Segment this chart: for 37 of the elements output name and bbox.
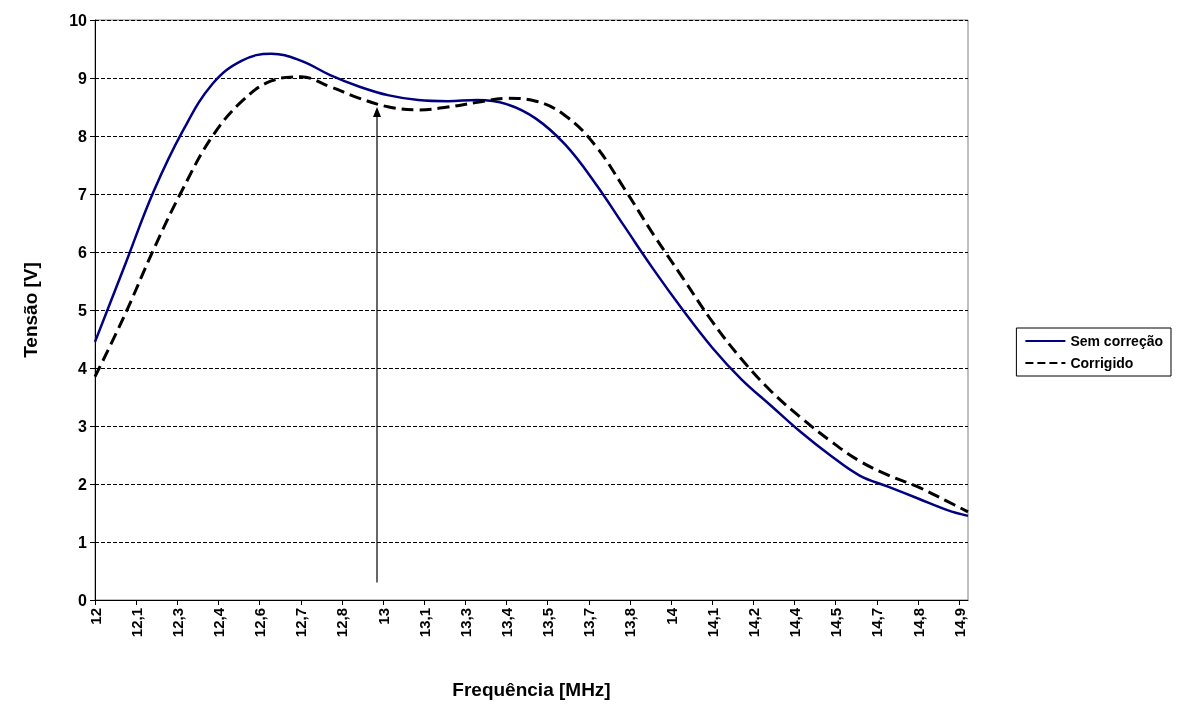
x-tick-label: 14,4 [786,607,804,638]
x-tick-label: 12,3 [168,608,186,638]
x-tick-label: 13,3 [456,608,474,638]
x-tick-label: 13,4 [498,607,516,638]
y-tick-label: 4 [78,359,88,377]
y-axis-title: Tensão [V] [20,262,41,358]
y-tick-label: 2 [78,475,88,493]
x-tick-label: 14,5 [827,608,845,638]
y-tick-label: 1 [78,533,88,551]
y-tick-label: 5 [78,301,88,319]
y-tick-label: 8 [78,127,88,145]
x-tick-label: 14,8 [909,608,927,638]
x-tick-label: 13,5 [539,608,557,638]
y-tick-label: 9 [78,69,88,87]
x-axis-title: Frequência [MHz] [452,679,611,700]
y-tick-label: 3 [78,417,88,435]
x-tick-label: 12,8 [333,608,351,638]
legend-label: Corrigido [1070,355,1134,371]
y-tick-label: 7 [78,185,88,203]
y-tick-label: 6 [78,243,88,261]
x-tick-label: 13 [374,608,392,625]
x-tick-label: 14,1 [703,608,721,638]
y-tick-label: 10 [69,11,88,29]
legend-label: Sem correção [1070,333,1163,349]
x-tick-label: 14,7 [868,608,886,638]
x-tick-label: 14 [662,607,680,625]
x-tick-label: 13,7 [580,608,598,638]
x-tick-label: 12,1 [127,608,145,638]
x-tick-label: 13,8 [621,608,639,638]
y-tick-label: 0 [78,591,88,609]
x-tick-label: 12,4 [209,607,227,638]
x-tick-label: 12,6 [251,608,269,638]
x-tick-label: 14,9 [950,608,968,638]
x-tick-label: 14,2 [744,608,762,638]
x-tick-label: 12,7 [292,608,310,638]
x-tick-label: 12 [86,608,104,625]
x-tick-label: 13,1 [415,608,433,638]
